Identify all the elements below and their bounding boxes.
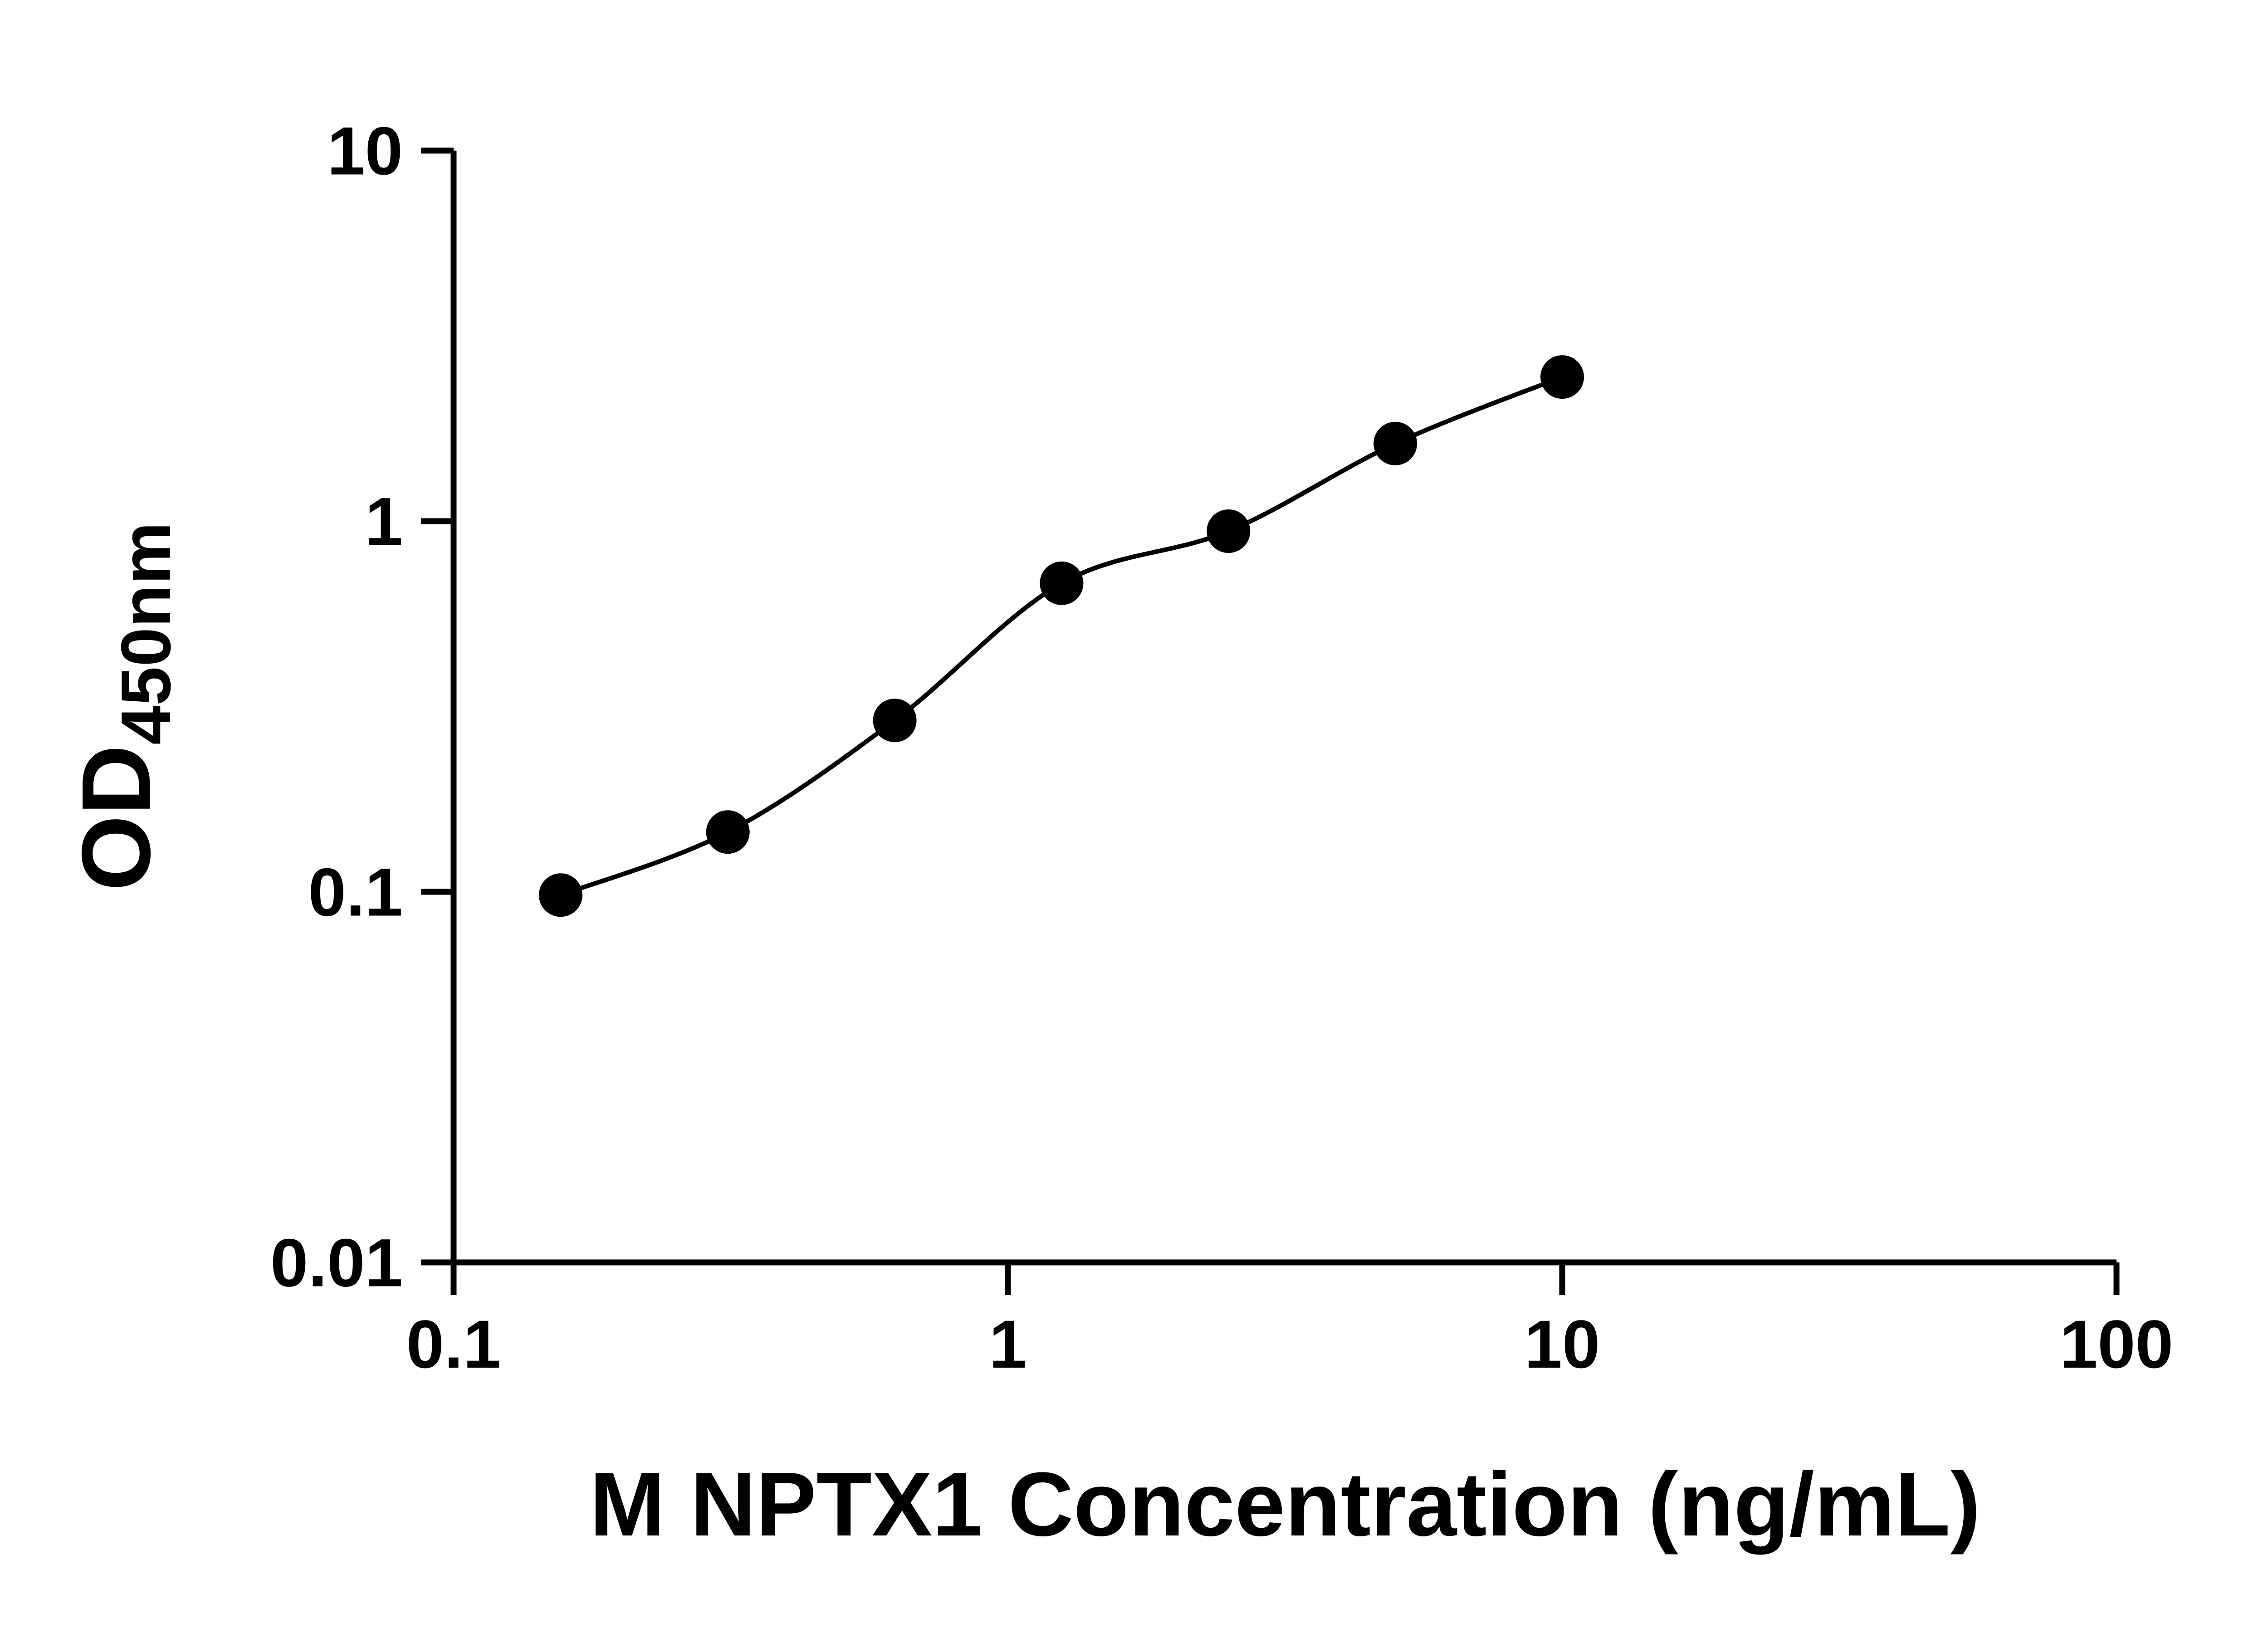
data-point (1540, 355, 1584, 399)
x-tick-label: 100 (2060, 1306, 2173, 1382)
data-point (1040, 561, 1084, 605)
data-point (873, 699, 917, 743)
data-point (539, 873, 582, 917)
y-axis-title: OD450nm (61, 522, 185, 891)
y-tick-label: 0.1 (308, 854, 403, 930)
data-point (1374, 421, 1418, 465)
x-axis-title: M NPTX1 Concentration (ng/mL) (590, 1454, 1981, 1555)
x-tick-label: 0.1 (406, 1306, 501, 1382)
y-tick-label: 10 (327, 113, 403, 189)
data-point (1207, 509, 1251, 553)
data-point (706, 810, 750, 854)
x-tick-label: 1 (989, 1306, 1026, 1382)
y-tick-label: 1 (365, 484, 403, 560)
x-tick-label: 10 (1525, 1306, 1600, 1382)
y-tick-label: 0.01 (270, 1225, 403, 1301)
